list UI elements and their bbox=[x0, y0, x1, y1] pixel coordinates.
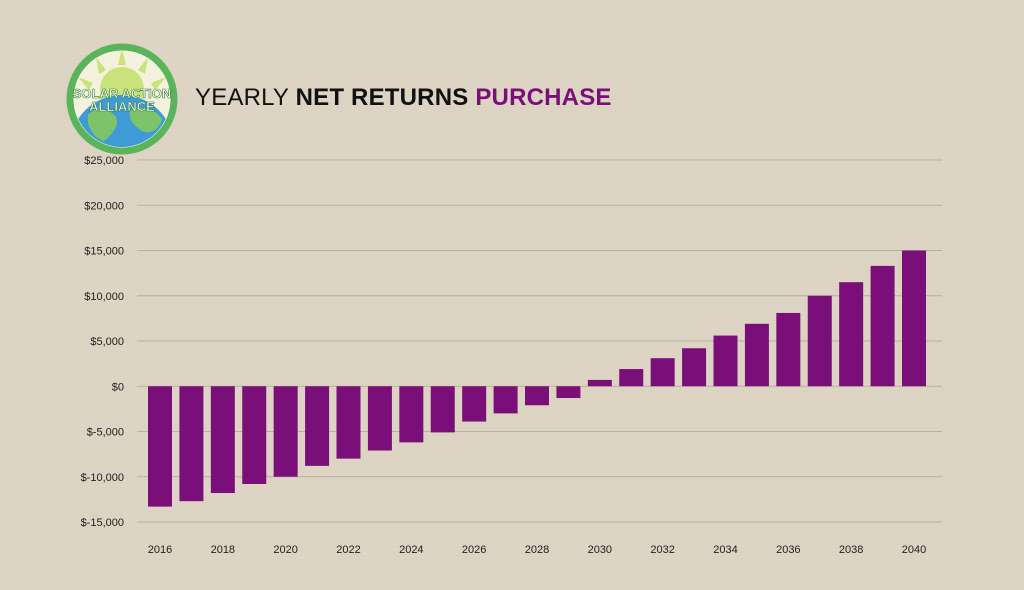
bar-2038 bbox=[839, 282, 864, 387]
bar-2026 bbox=[462, 386, 487, 422]
x-tick-label: 2040 bbox=[902, 544, 926, 556]
y-axis-labels: $25,000 $20,000 $15,000 $10,000 $5,000 $0 $-5,… bbox=[81, 155, 124, 529]
y-tick-label: $5,000 bbox=[90, 336, 124, 348]
x-tick-label: 2034 bbox=[713, 544, 737, 556]
bar-2034 bbox=[713, 335, 738, 387]
x-tick-label: 2030 bbox=[588, 544, 612, 556]
bar-2021 bbox=[305, 386, 330, 466]
x-tick-label: 2028 bbox=[525, 544, 549, 556]
y-tick-label: $10,000 bbox=[84, 291, 124, 303]
x-tick-label: 2032 bbox=[650, 544, 674, 556]
bars bbox=[148, 250, 926, 507]
bar-2035 bbox=[744, 323, 769, 387]
y-tick-label: $-15,000 bbox=[81, 517, 124, 529]
solar-action-alliance-logo: SOLAR ACTION ALLIANCE bbox=[66, 43, 178, 155]
x-axis-labels: 2016 2018 2020 2022 2024 2026 2028 2030 2032 2034… bbox=[148, 544, 926, 556]
logo-text-line1: SOLAR ACTION bbox=[73, 86, 171, 101]
bar-2025 bbox=[430, 386, 455, 433]
chart-title-part2: NET RETURNS bbox=[295, 84, 476, 111]
bar-2032 bbox=[650, 358, 675, 387]
x-tick-label: 2036 bbox=[776, 544, 800, 556]
bar-2029 bbox=[556, 386, 581, 399]
bar-2020 bbox=[273, 386, 298, 477]
y-tick-label: $25,000 bbox=[84, 155, 124, 167]
y-tick-label: $15,000 bbox=[84, 246, 124, 258]
bar-2017 bbox=[179, 386, 204, 502]
y-tick-label: $-10,000 bbox=[81, 472, 124, 484]
bar-2031 bbox=[619, 369, 644, 387]
x-tick-label: 2038 bbox=[839, 544, 863, 556]
x-tick-label: 2026 bbox=[462, 544, 486, 556]
bar-2016 bbox=[148, 386, 172, 507]
bar-2018 bbox=[210, 386, 235, 494]
x-tick-label: 2022 bbox=[336, 544, 360, 556]
bar-2027 bbox=[493, 386, 518, 414]
bar-2023 bbox=[367, 386, 392, 451]
bar-2022 bbox=[336, 386, 361, 459]
bar-2030 bbox=[587, 379, 612, 387]
bar-2028 bbox=[525, 386, 549, 406]
bar-2033 bbox=[682, 348, 707, 387]
bar-2039 bbox=[870, 265, 895, 387]
y-tick-label: $-5,000 bbox=[87, 427, 124, 439]
bar-2024 bbox=[399, 386, 424, 443]
bar-2019 bbox=[242, 386, 267, 484]
chart-title: YEARLY NET RETURNS PURCHASE bbox=[195, 84, 612, 112]
y-tick-label: $20,000 bbox=[84, 200, 124, 212]
x-tick-label: 2016 bbox=[148, 544, 172, 556]
bar-2036 bbox=[776, 312, 801, 387]
x-tick-label: 2024 bbox=[399, 544, 423, 556]
bar-2037 bbox=[807, 295, 832, 387]
x-tick-label: 2020 bbox=[273, 544, 297, 556]
logo-text-line2: ALLIANCE bbox=[89, 99, 155, 114]
chart-title-part1: YEARLY bbox=[195, 84, 296, 111]
bar-2040 bbox=[902, 250, 926, 387]
x-tick-label: 2018 bbox=[211, 544, 235, 556]
chart-title-part3: PURCHASE bbox=[475, 84, 612, 111]
y-tick-label: $0 bbox=[112, 381, 124, 393]
